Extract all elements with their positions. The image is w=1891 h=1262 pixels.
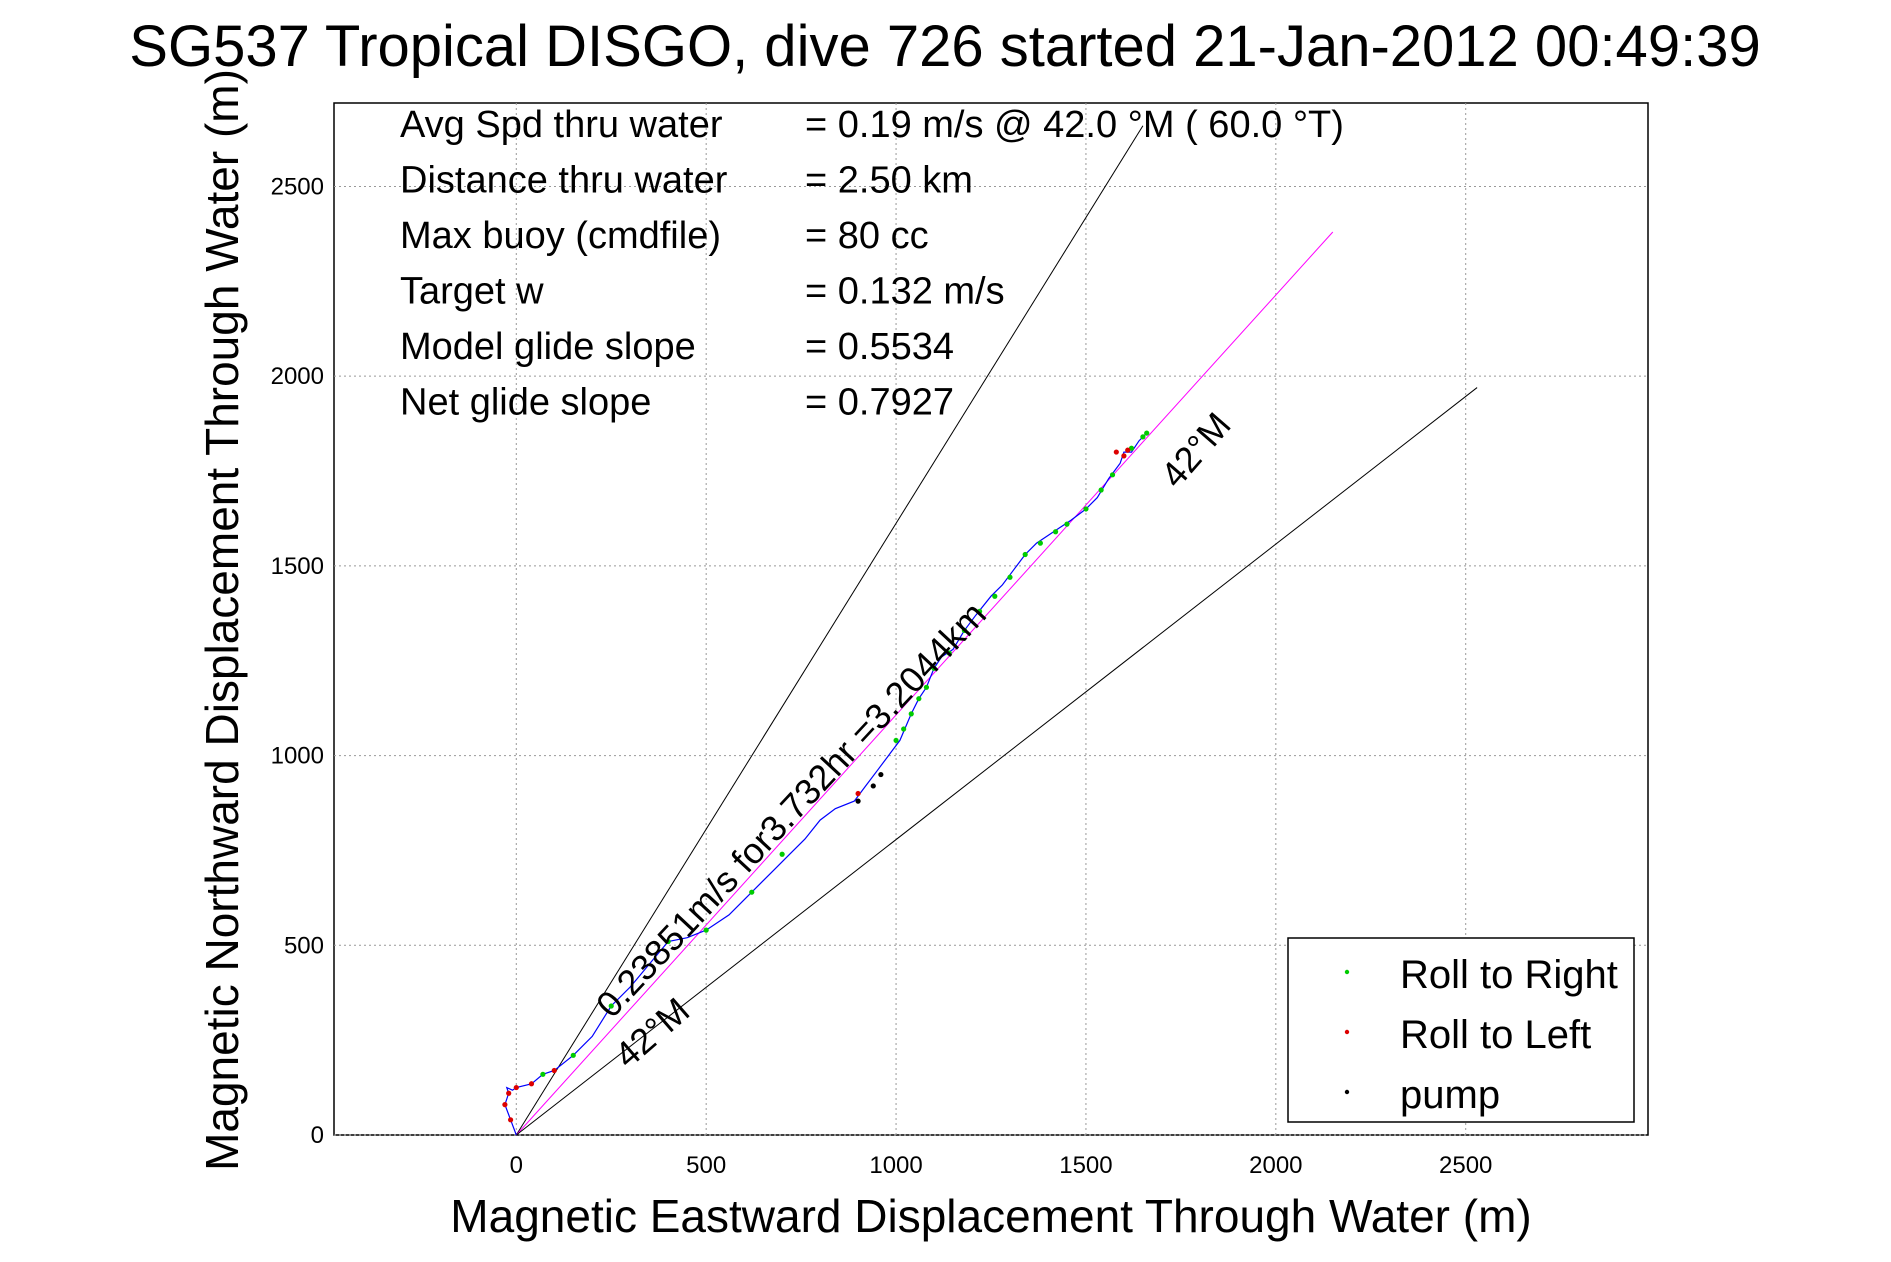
legend-marker xyxy=(1344,1089,1350,1095)
data-point xyxy=(608,1003,614,1009)
info-value: = 0.5534 xyxy=(805,326,954,368)
data-point xyxy=(1022,551,1028,558)
data-point xyxy=(931,665,937,671)
legend-label: pump xyxy=(1400,1073,1500,1117)
x-tick-label: 500 xyxy=(686,1152,726,1179)
data-point xyxy=(570,1052,576,1058)
x-tick-label: 0 xyxy=(510,1152,523,1179)
data-point xyxy=(1098,487,1104,493)
data-point xyxy=(513,1084,519,1091)
info-label: Avg Spd thru water xyxy=(400,104,723,146)
data-point xyxy=(506,1090,512,1096)
data-point xyxy=(1007,574,1013,580)
info-label: Target w xyxy=(400,271,544,313)
info-value: = 0.132 m/s xyxy=(805,271,1005,313)
data-point xyxy=(855,798,861,804)
y-tick-label: 0 xyxy=(311,1122,324,1149)
reference-line xyxy=(515,387,1478,1136)
data-point xyxy=(946,650,952,656)
data-point xyxy=(540,1071,546,1077)
reference-line xyxy=(515,125,1144,1136)
data-point xyxy=(1052,529,1059,535)
data-point xyxy=(878,771,884,778)
data-point xyxy=(1121,453,1127,459)
data-point xyxy=(703,927,709,933)
data-point xyxy=(1125,447,1131,453)
x-axis-label: Magnetic Eastward Displacement Through W… xyxy=(450,1190,1531,1242)
info-label: Max buoy (cmdfile) xyxy=(400,215,721,257)
data-point xyxy=(1083,506,1089,512)
x-tick-label: 1000 xyxy=(869,1152,922,1179)
tick-labels: 0 500 1000 1500 2000 2500 0 500 1000 1500 2000 2500 xyxy=(271,173,1493,1179)
legend-marker xyxy=(1344,1029,1350,1035)
data-point xyxy=(893,737,899,744)
info-label: Distance thru water xyxy=(400,160,728,202)
chart-title: SG537 Tropical DISGO, dive 726 started 2… xyxy=(129,14,1760,79)
data-point xyxy=(749,889,755,895)
x-tick-label: 2500 xyxy=(1439,1152,1492,1179)
y-tick-label: 500 xyxy=(284,932,324,959)
y-tick-label: 2000 xyxy=(271,363,324,390)
data-point xyxy=(507,1117,514,1123)
data-point xyxy=(528,1081,535,1087)
data-point xyxy=(1144,430,1150,436)
data-point xyxy=(923,684,930,690)
info-value: = 0.7927 xyxy=(805,382,954,424)
y-axis-label: Magnetic Northward Displacement Through … xyxy=(196,69,248,1171)
data-point xyxy=(1140,434,1146,440)
x-tick-label: 1500 xyxy=(1059,1152,1112,1179)
data-point xyxy=(502,1102,508,1108)
info-value: = 2.50 km xyxy=(805,160,973,202)
data-point xyxy=(1064,521,1070,527)
info-label: Model glide slope xyxy=(400,326,696,368)
heading-annotation-upper: 42°M xyxy=(1152,404,1238,495)
y-tick-label: 2500 xyxy=(271,173,324,200)
x-tick-label: 2000 xyxy=(1249,1152,1302,1179)
info-label: Net glide slope xyxy=(400,382,651,424)
info-block: Avg Spd thru water = 0.19 m/s @ 42.0 °M (… xyxy=(400,104,1344,424)
data-point xyxy=(916,696,922,702)
speed-annotation: 0.23851m/s for3.732hr =3.2044km xyxy=(588,594,994,1025)
y-tick-label: 1500 xyxy=(271,553,324,580)
data-point xyxy=(1037,540,1043,546)
info-value: = 80 cc xyxy=(805,215,929,257)
legend-marker xyxy=(1344,969,1350,975)
data-point xyxy=(551,1067,557,1074)
y-tick-label: 1000 xyxy=(271,743,324,770)
data-point xyxy=(992,593,998,599)
info-value: = 0.19 m/s @ 42.0 °M ( 60.0 °T) xyxy=(805,104,1344,146)
data-point xyxy=(665,938,671,945)
data-point xyxy=(908,711,914,717)
legend: Roll to Right Roll to Left pump xyxy=(1287,937,1635,1123)
data-point xyxy=(901,726,907,732)
reference-lines xyxy=(515,125,1478,1136)
reference-line xyxy=(515,231,1334,1136)
plot-area: 0 500 1000 1500 2000 2500 0 500 1000 1500 2000 2500 xyxy=(271,102,1649,1179)
series-points xyxy=(502,430,1150,1123)
data-point xyxy=(1109,472,1116,478)
data-point xyxy=(870,783,876,789)
data-point xyxy=(977,608,983,615)
data-point xyxy=(855,790,861,797)
data-point xyxy=(1113,449,1119,455)
legend-label: Roll to Left xyxy=(1400,1013,1591,1057)
data-point xyxy=(779,851,785,857)
data-point xyxy=(961,627,968,633)
legend-label: Roll to Right xyxy=(1400,953,1618,997)
